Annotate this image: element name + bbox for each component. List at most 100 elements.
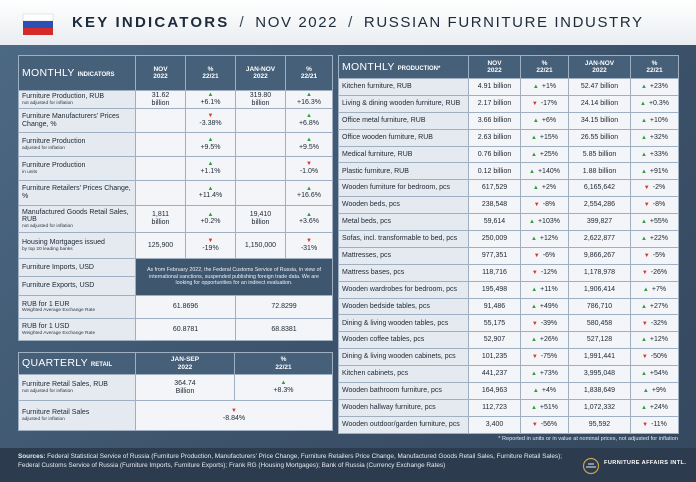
value: 101,235 <box>481 353 508 361</box>
title-main: QUARTERLY <box>22 357 88 370</box>
value-cell: 2,622,877 <box>568 230 631 248</box>
value-cell: ▲ +32% <box>630 128 679 147</box>
value-cell: 1,811 billion <box>135 205 186 233</box>
value-cell <box>235 132 286 157</box>
period: NOV 2022 <box>255 14 339 31</box>
value-cell: ▲ +8.3% <box>234 374 333 401</box>
label: Medical furniture, RUB <box>342 150 413 158</box>
value: -1.0% <box>299 167 319 175</box>
label: Office wooden furniture, RUB <box>342 133 433 141</box>
arrow-up: ▲ <box>306 137 312 144</box>
value-cell: 1,150,000 <box>235 232 286 259</box>
value: +55% <box>649 218 669 226</box>
value: 52,907 <box>483 336 506 344</box>
arrow-up: ▲ <box>640 303 647 310</box>
value-cell: ▲ +12% <box>520 230 569 248</box>
label-note: adjusted for inflation <box>22 145 65 151</box>
value: 95,592 <box>588 420 611 428</box>
value-cell: ▼ -50% <box>630 348 679 367</box>
value: 26.55 billion <box>580 133 619 141</box>
value-cell: 24.14 billion <box>568 94 631 113</box>
arrow-up: ▲ <box>280 380 287 387</box>
value: +0.3% <box>648 99 669 107</box>
label: Mattress bases, pcs <box>342 268 405 276</box>
value-cell: 2.17 billion <box>468 94 521 113</box>
row: Wooden coffee tables, pcs 52,907 ▲ +26% 527,… <box>338 331 679 350</box>
row-label: Kitchen furniture, RUB <box>338 78 469 96</box>
value: +3.6% <box>298 218 320 226</box>
row: Manufactured Goods Retail Sales, RUB not … <box>18 205 333 233</box>
arrow-up: ▲ <box>640 371 647 378</box>
label-note: in units <box>22 169 38 175</box>
value: 4.91 billion <box>477 83 512 91</box>
value: -8.84% <box>222 414 246 422</box>
label: Furniture Production <box>22 162 86 170</box>
row-label: Furniture Exports, USD <box>18 276 136 296</box>
value-cell: 2.63 billion <box>468 128 521 147</box>
row-label: Housing Mortgages issued by top 20 leadin… <box>18 232 136 259</box>
label: Furniture Retailers' Prices Change, % <box>22 185 131 200</box>
arrow-down: ▼ <box>207 113 214 120</box>
value: +11.4% <box>198 192 223 200</box>
table-title: QUARTERLY RETAIL <box>18 352 136 375</box>
label: Furniture Production <box>22 138 86 146</box>
value: +16.6% <box>297 192 321 200</box>
value-cell: 5.85 billion <box>568 145 631 164</box>
label-note: by top 20 leading banks <box>22 246 73 252</box>
monthly-table: MONTHLY INDICATORS NOV 2022% 22/21 JAN-NOV … <box>18 55 333 341</box>
value-cell: 72.8299 <box>235 295 333 319</box>
label: Wooden coffee tables, pcs <box>342 336 425 344</box>
column-header: % 22/21 <box>285 55 333 91</box>
value-cell: 101,235 <box>468 348 521 367</box>
value-cell: ▲ +7% <box>630 280 679 299</box>
value: +9.5% <box>298 143 320 151</box>
arrow-down: ▼ <box>643 253 650 259</box>
value-cell: 1,178,978 <box>568 263 631 282</box>
arrow-up: ▲ <box>306 92 312 99</box>
value-cell: 0.76 billion <box>468 145 521 164</box>
arrow-up: ▲ <box>529 168 535 175</box>
value: -31% <box>300 244 318 252</box>
label: RUB for 1 USD <box>22 323 70 331</box>
label: Kitchen cabinets, pcs <box>342 370 409 378</box>
arrow-down: ▼ <box>642 421 649 428</box>
label: Furniture Retail Sales, RUB <box>22 381 108 389</box>
label: Furniture Retail Sales <box>22 409 90 417</box>
quarterly-table: QUARTERLY RETAIL JAN-SEP 2022% 22/21 Furnit… <box>18 352 333 431</box>
header-row: MONTHLY PRODUCTION* NOV 2022% 22/21 JAN-NOV… <box>338 55 679 79</box>
value-cell: ▲ +49% <box>520 297 569 316</box>
title-sub: PRODUCTION* <box>397 65 441 72</box>
label: Wooden bathroom furniture, pcs <box>342 387 442 395</box>
value: +51% <box>539 404 559 412</box>
title-sub: RETAIL <box>90 362 113 369</box>
flag-stripe <box>23 28 53 35</box>
row: RUB for 1 EUR Weighted Average Exchange R… <box>18 295 333 319</box>
row-label: Mattresses, pcs <box>338 246 469 265</box>
label: Furniture Production, RUB <box>22 93 105 101</box>
value: 2,554,286 <box>583 201 616 209</box>
value: +10% <box>649 116 669 124</box>
row-label: Manufactured Goods Retail Sales, RUB not … <box>18 205 136 233</box>
label: Plastic furniture, RUB <box>342 167 409 175</box>
arrow-down: ▼ <box>531 320 538 327</box>
row-label: RUB for 1 USD Weighted Average Exchange R… <box>18 318 136 341</box>
value-cell: 26.55 billion <box>568 128 631 147</box>
logo-ring <box>582 457 600 475</box>
row-label: Furniture Retailers' Prices Change, % <box>18 180 136 206</box>
value: +32% <box>649 133 669 141</box>
production-table: MONTHLY PRODUCTION* NOV 2022% 22/21 JAN-NOV… <box>338 55 679 434</box>
row-label: Wooden wardrobes for bedroom, pcs <box>338 280 469 299</box>
row-label: Wooden hallway furniture, pcs <box>338 398 469 417</box>
value: 319.80 billion <box>249 91 272 107</box>
value-cell: 1,906,414 <box>568 280 631 299</box>
value: 31.62 billion <box>151 91 170 107</box>
value-cell: ▲ +1% <box>520 78 569 96</box>
column-header: JAN-NOV 2022 <box>568 55 631 79</box>
value: +54% <box>649 370 669 378</box>
value-cell: 125,900 <box>135 232 186 259</box>
value-cell: ▲ +16.3% <box>285 90 333 109</box>
row: Furniture Production, RUB not adjusted fo… <box>18 90 333 109</box>
value-cell: ▲ +6.1% <box>185 90 236 109</box>
table-title: MONTHLY INDICATORS <box>18 55 136 91</box>
header-row: MONTHLY INDICATORS NOV 2022% 22/21 JAN-NOV … <box>18 55 333 91</box>
